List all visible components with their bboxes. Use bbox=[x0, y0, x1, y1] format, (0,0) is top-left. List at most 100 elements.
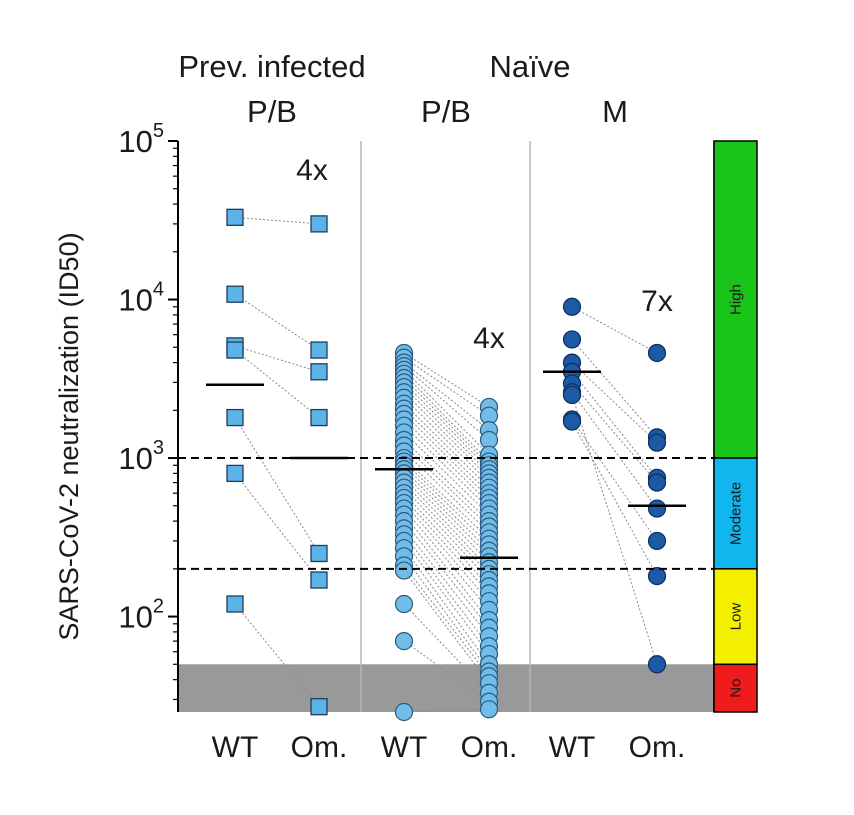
naive_pb-pair-line-10 bbox=[403, 397, 490, 483]
naive_pb-pair-line-21 bbox=[403, 461, 490, 545]
naive_m-fold-change: 7x bbox=[641, 285, 673, 318]
naive_pb-pair-line-9 bbox=[403, 391, 490, 479]
y-tick-label-1000: 103 bbox=[118, 437, 164, 476]
naive_m-pair-line-7 bbox=[571, 421, 658, 577]
prev-om-point-5 bbox=[310, 571, 328, 589]
naive_pb-pair-line-41 bbox=[403, 603, 490, 694]
column-header-naive_m-line2: M bbox=[602, 94, 628, 129]
naive_pb-pair-line-15 bbox=[403, 425, 490, 509]
naive_m-pair-line-6 bbox=[571, 419, 658, 542]
naive_pb-pair-line-23 bbox=[403, 468, 490, 557]
column-header-naive_pb-line1: Naïve bbox=[490, 49, 571, 84]
prev-wt-point-3 bbox=[226, 341, 244, 359]
naive_pb-pair-line-32 bbox=[403, 514, 490, 621]
naive_pb-fold-change: 4x bbox=[473, 322, 505, 355]
naive_m-om-point-6 bbox=[647, 531, 667, 551]
category-band-label-low: Low bbox=[728, 603, 745, 631]
prev-om-point-0 bbox=[310, 215, 328, 233]
naive_pb-wt-point-41 bbox=[394, 594, 414, 614]
category-band-low bbox=[713, 568, 758, 666]
naive_pb-wt-point-43 bbox=[394, 702, 414, 722]
naive_pb-pair-line-35 bbox=[403, 534, 490, 647]
naive_pb-pair-line-29 bbox=[403, 497, 490, 594]
naive_m-om-point-5 bbox=[647, 499, 667, 518]
naive_pb-pair-line-7 bbox=[403, 382, 490, 470]
naive_pb-pair-line-30 bbox=[403, 502, 490, 602]
prev-wt-point-4 bbox=[226, 408, 244, 427]
y-tick-label-base: 10 bbox=[118, 441, 152, 476]
naive_pb-pair-line-38 bbox=[403, 555, 490, 672]
column-header-prev-line1: Prev. infected bbox=[178, 49, 365, 84]
naive_m-pair-line-0 bbox=[571, 306, 658, 354]
prev-pair-line-4 bbox=[234, 417, 320, 554]
naive_pb-wt-point-42 bbox=[394, 632, 414, 651]
y-tick-label-10000: 104 bbox=[118, 279, 164, 318]
naive_pb-pair-line-11 bbox=[403, 403, 490, 489]
no-neutralization-band bbox=[178, 664, 714, 712]
prev-pair-line-1 bbox=[234, 293, 320, 351]
naive_pb-pair-line-24 bbox=[403, 473, 490, 563]
naive_pb-pair-line-3 bbox=[403, 365, 490, 441]
y-tick-label-100000: 105 bbox=[118, 120, 164, 159]
prev-x-label-Om: Om. bbox=[291, 731, 348, 764]
naive_pb-pair-line-34 bbox=[403, 528, 490, 637]
naive_pb-wt-point-40 bbox=[394, 561, 414, 580]
column-header-naive_pb-line2: P/B bbox=[421, 94, 471, 129]
naive_pb-pair-line-42 bbox=[403, 640, 490, 703]
prev-pair-line-0 bbox=[234, 216, 320, 225]
category-band-label-no: No bbox=[728, 679, 745, 698]
y-tick-label-base: 10 bbox=[118, 600, 152, 635]
y-tick-label-exponent: 4 bbox=[153, 279, 164, 301]
prev-om-point-4 bbox=[310, 544, 328, 563]
naive_pb-pair-line-4 bbox=[403, 369, 490, 456]
naive_m-pair-line-5 bbox=[571, 391, 658, 509]
prev-om-point-3 bbox=[310, 408, 328, 427]
naive_pb-pair-line-25 bbox=[403, 477, 490, 570]
naive_m-wt-point-1 bbox=[562, 330, 582, 349]
prev-x-label-WT: WT bbox=[212, 731, 259, 764]
naive_pb-pair-line-39 bbox=[403, 565, 490, 677]
y-tick-label-base: 10 bbox=[118, 124, 152, 159]
prev-pair-line-5 bbox=[234, 473, 320, 581]
category-band-label-moderate: Moderate bbox=[728, 482, 745, 545]
naive_m-om-point-7 bbox=[647, 566, 667, 586]
naive_m-om-point-2 bbox=[647, 433, 667, 452]
naive_m-wt-point-8 bbox=[562, 385, 582, 405]
naive_pb-pair-line-0 bbox=[403, 352, 490, 408]
naive_m-om-point-4 bbox=[647, 473, 667, 492]
naive_m-om-point-0 bbox=[647, 343, 667, 363]
naive_pb-om-point-43 bbox=[479, 700, 499, 719]
naive_pb-pair-line-40 bbox=[403, 570, 490, 684]
naive_pb-pair-line-31 bbox=[403, 508, 490, 611]
naive_pb-pair-line-33 bbox=[403, 520, 490, 629]
column-header-prev-line2: P/B bbox=[247, 94, 297, 129]
prev-wt-point-6 bbox=[226, 595, 244, 613]
naive_pb-pair-line-5 bbox=[403, 373, 490, 462]
naive_pb-x-label-WT: WT bbox=[381, 731, 428, 764]
naive_pb-pair-line-37 bbox=[403, 547, 490, 665]
y-tick-label-exponent: 3 bbox=[153, 437, 164, 459]
naive_pb-pair-line-14 bbox=[403, 419, 490, 504]
naive_pb-pair-line-18 bbox=[403, 445, 490, 527]
naive_m-wt-point-7 bbox=[562, 412, 582, 431]
naive_m-pair-line-1 bbox=[571, 339, 658, 438]
text-layer: 102103104105HighModerateLowNoSARS-CoV-2 … bbox=[54, 49, 745, 764]
naive_m-wt-point-0 bbox=[562, 297, 582, 316]
prev-wt-point-0 bbox=[226, 208, 244, 226]
y-tick-label-100: 102 bbox=[118, 596, 164, 635]
data-points-layer bbox=[226, 208, 667, 722]
pair-lines-layer bbox=[234, 216, 658, 713]
y-tick-label-base: 10 bbox=[118, 283, 152, 318]
naive_pb-pair-line-27 bbox=[403, 487, 490, 581]
y-tick-label-exponent: 5 bbox=[153, 120, 164, 142]
naive_pb-pair-line-20 bbox=[403, 457, 490, 540]
naive_pb-pair-line-19 bbox=[403, 451, 490, 533]
naive_pb-pair-line-22 bbox=[403, 464, 490, 552]
prev-om-point-2 bbox=[310, 363, 328, 381]
category-band-no bbox=[713, 663, 758, 713]
prev-pair-line-2 bbox=[234, 345, 320, 373]
prev-om-point-1 bbox=[310, 341, 328, 359]
y-tick-label-exponent: 2 bbox=[153, 596, 164, 618]
overlay-layer bbox=[168, 140, 758, 713]
